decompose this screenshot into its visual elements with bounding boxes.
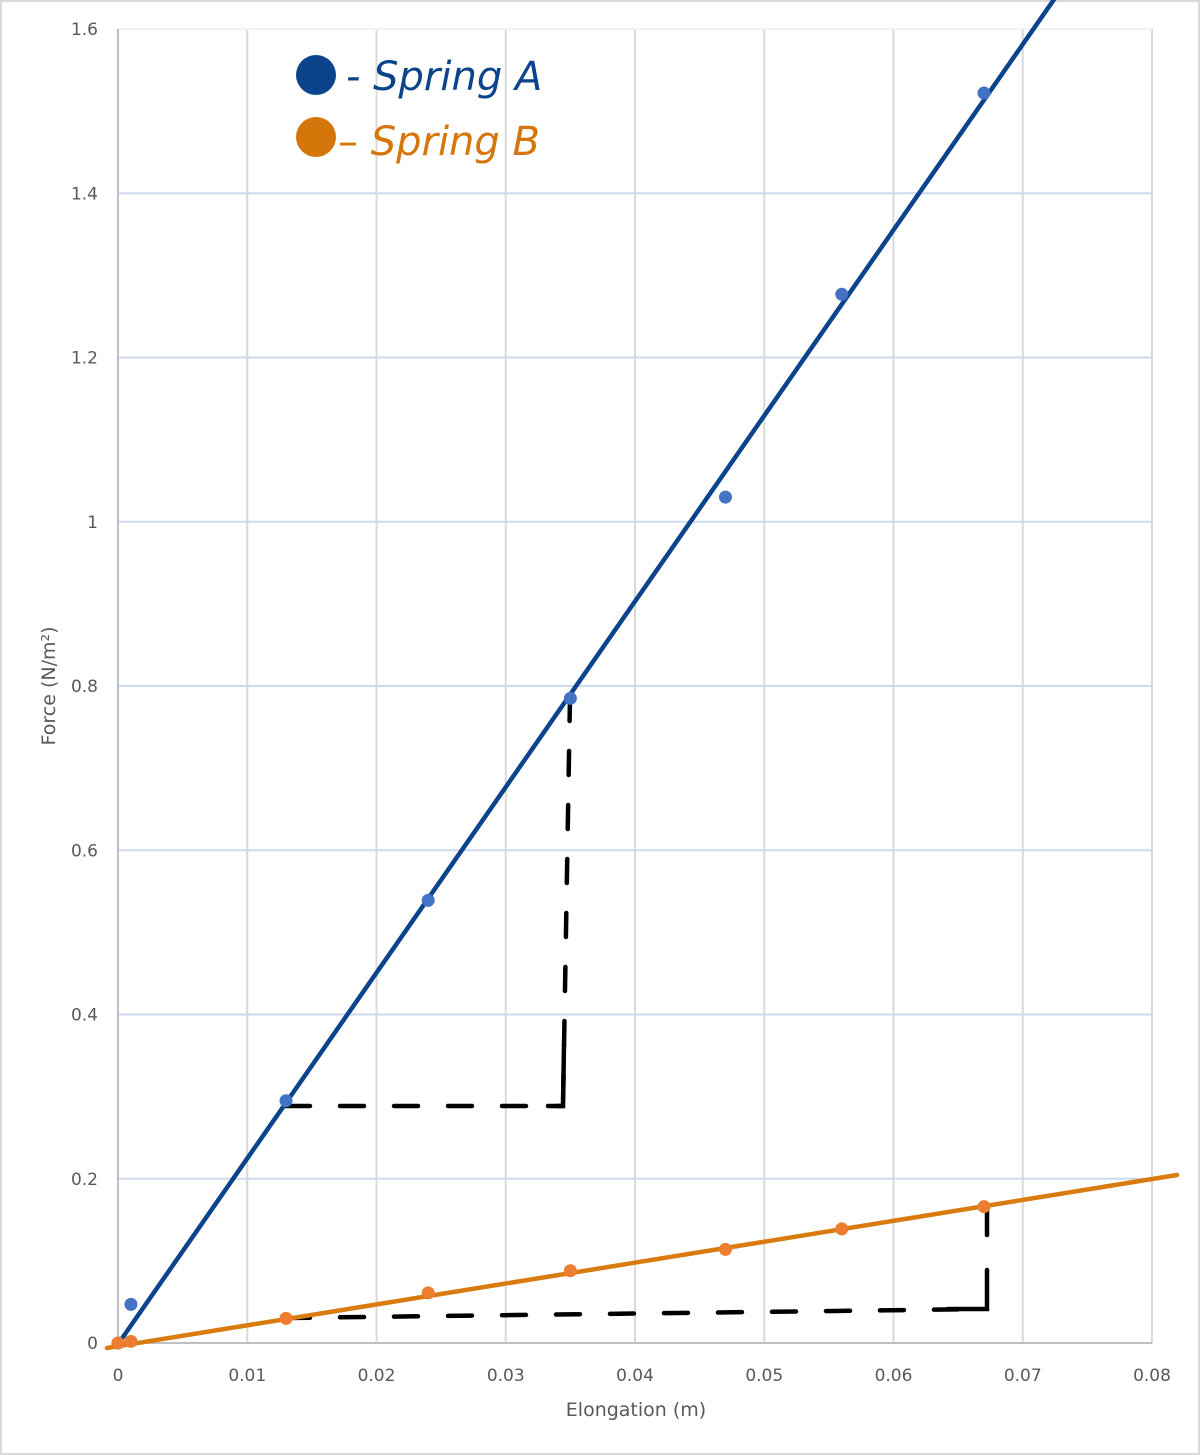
trendlines	[104, 0, 1180, 1351]
x-tick-label: 0.01	[228, 1366, 266, 1386]
horizontal-gridlines	[118, 28, 1152, 1180]
spring-a-corner	[545, 1042, 567, 1109]
y-axis-tick-labels: 0 0.2 0.4 0.6 0.8 1 1.2 1.4 1.6	[71, 20, 98, 1354]
x-tick-label: 0.04	[616, 1366, 654, 1386]
spring-a-rise-dashed-line	[560, 694, 573, 1109]
spring-b-point	[563, 1264, 577, 1278]
data-points	[111, 86, 991, 1350]
spring-a-point	[124, 1297, 138, 1311]
spring-b-dot-icon	[296, 117, 336, 157]
spring-b-run-dashed-line	[283, 1306, 990, 1321]
x-tick-label: 0.07	[1004, 1366, 1042, 1386]
x-tick-label: 0.03	[487, 1366, 525, 1386]
spring-a-point	[835, 287, 849, 301]
spring-b-corner	[945, 1267, 990, 1312]
spring-b-point	[111, 1336, 125, 1350]
spring-b-point	[124, 1334, 138, 1348]
spring-b-point	[977, 1200, 991, 1214]
y-tick-label: 0.2	[71, 1170, 98, 1190]
x-tick-label: 0	[113, 1366, 124, 1386]
x-axis-tick-labels: 0 0.01 0.02 0.03 0.04 0.05 0.06 0.07 0.08	[113, 1366, 1171, 1386]
spring-a-point	[563, 691, 577, 705]
spring-b-trendline	[104, 1172, 1180, 1351]
y-tick-label: 0.6	[71, 841, 98, 861]
legend-label-spring-b: – Spring B	[338, 119, 540, 165]
spring-a-point	[279, 1094, 293, 1108]
spring-b-point	[279, 1311, 293, 1325]
spring-a-dot-icon	[296, 55, 336, 95]
y-tick-label: 1.4	[71, 184, 98, 204]
legend: - Spring A – Spring B	[296, 54, 542, 165]
x-axis-title: Elongation (m)	[566, 1399, 706, 1421]
legend-item-spring-a: - Spring A	[296, 54, 542, 100]
y-tick-label: 1.2	[71, 349, 98, 369]
y-tick-label: 1.6	[71, 20, 98, 40]
axes	[117, 29, 1152, 1344]
spring-b-point	[421, 1286, 435, 1300]
legend-label-spring-a: - Spring A	[346, 54, 542, 100]
y-tick-label: 1	[87, 513, 98, 533]
spring-b-point	[718, 1242, 732, 1256]
spring-b-point	[835, 1222, 849, 1236]
spring-a-point	[977, 86, 991, 100]
legend-item-spring-b: – Spring B	[296, 117, 540, 165]
x-tick-label: 0.06	[875, 1366, 913, 1386]
slope-triangle-annotations	[283, 694, 990, 1321]
spring-a-point	[421, 893, 435, 907]
y-tick-label: 0.4	[71, 1006, 98, 1026]
spring-a-trendline	[113, 0, 1057, 1350]
spring-a-point	[718, 490, 732, 504]
x-tick-label: 0.02	[358, 1366, 396, 1386]
y-axis-title: Force (N/m²)	[38, 626, 60, 745]
y-tick-label: 0.8	[71, 677, 98, 697]
x-tick-label: 0.05	[745, 1366, 783, 1386]
x-tick-label: 0.08	[1133, 1366, 1171, 1386]
y-tick-label: 0	[87, 1334, 98, 1354]
